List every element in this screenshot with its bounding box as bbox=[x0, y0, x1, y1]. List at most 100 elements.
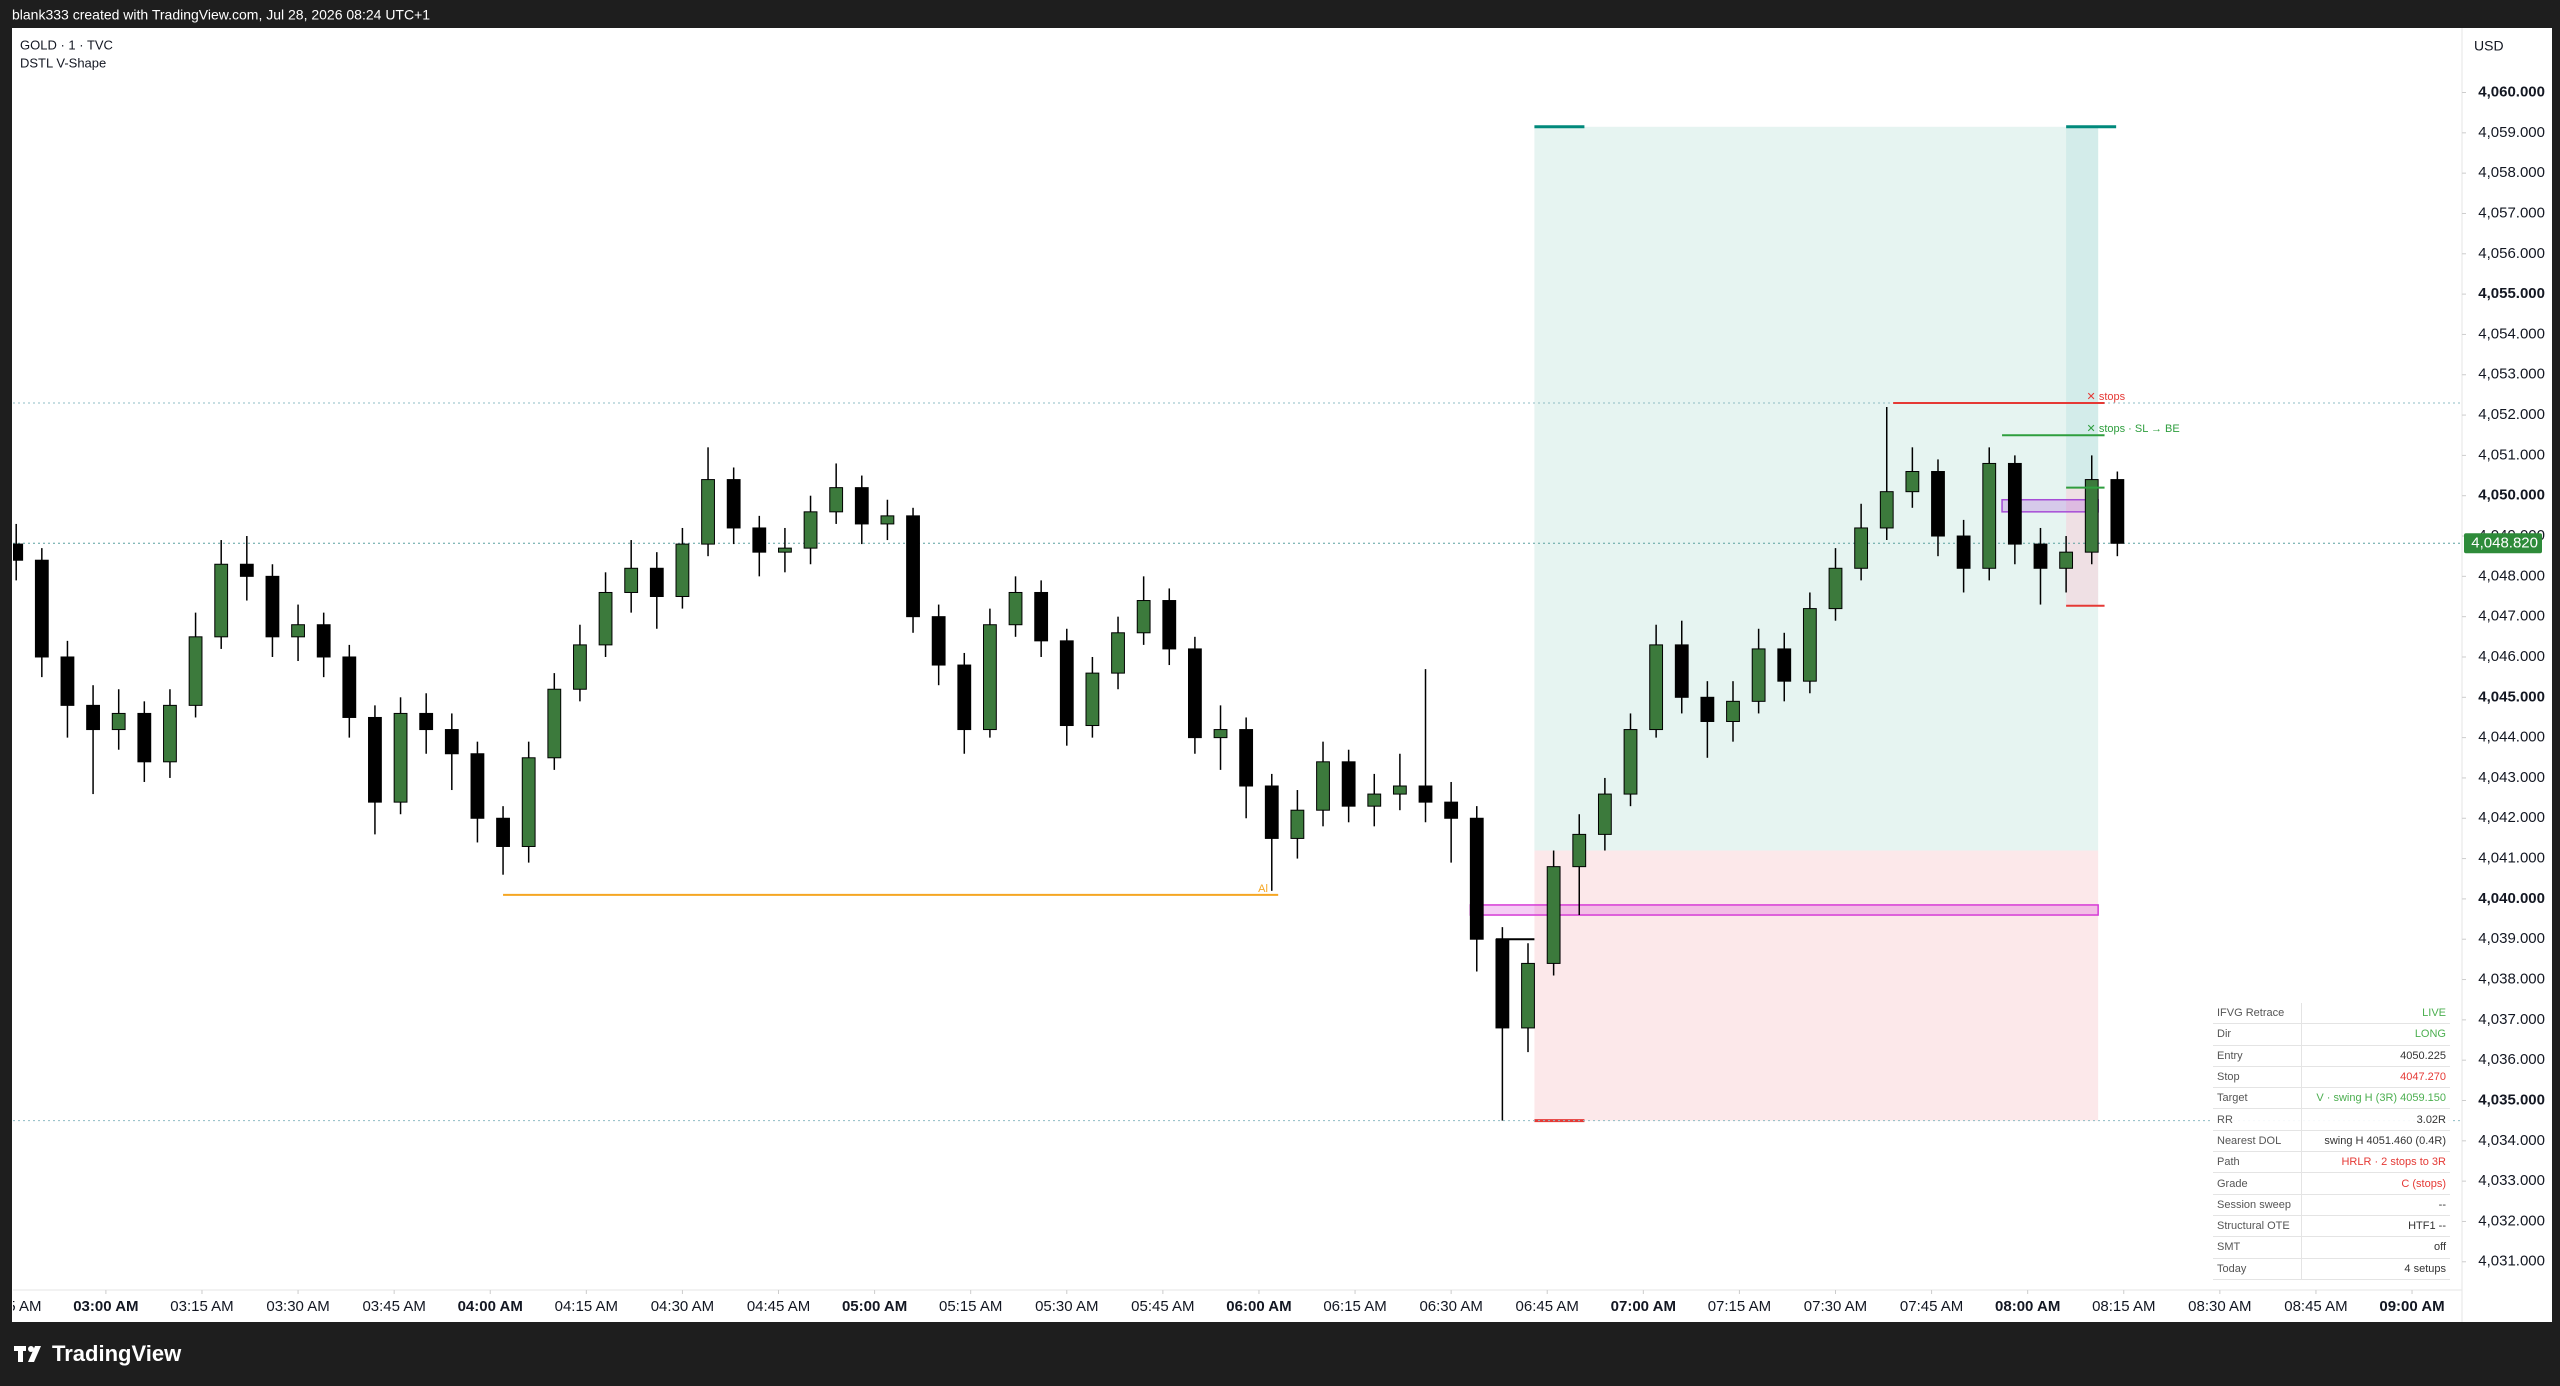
y-tick-label: 4,032.000 bbox=[2478, 1212, 2545, 1229]
candle-body bbox=[1674, 644, 1689, 698]
candle-body bbox=[1905, 471, 1920, 493]
candle-body bbox=[2110, 479, 2125, 544]
x-tick-label: 04:30 AM bbox=[651, 1298, 714, 1315]
table-row: Nearest DOL swing H 4051.460 (0.4R) bbox=[2213, 1130, 2450, 1153]
plot: Al ✕ stops ✕ stops · SL → BE bbox=[13, 125, 2462, 1123]
candle-body bbox=[649, 567, 664, 598]
x-tick-label: 03:15 AM bbox=[170, 1298, 233, 1315]
candle-body bbox=[1649, 644, 1664, 731]
table-row: Path HRLR · 2 stops to 3R bbox=[2213, 1151, 2450, 1174]
candle-body bbox=[470, 753, 485, 819]
table-label: Target bbox=[2213, 1087, 2303, 1110]
table-label: RR bbox=[2213, 1108, 2303, 1131]
segment-label: ✕ stops · SL → BE bbox=[2087, 423, 2180, 435]
x-tick-label: 03:30 AM bbox=[266, 1298, 329, 1315]
candle-body bbox=[1495, 938, 1510, 1029]
candle-body bbox=[1034, 591, 1049, 642]
fvg-zone bbox=[1469, 904, 2099, 916]
table-row: Today 4 setups bbox=[2213, 1258, 2450, 1280]
candle-body bbox=[829, 487, 844, 513]
candle-body bbox=[1341, 761, 1356, 807]
y-tick-label: 4,060.000 bbox=[2478, 83, 2545, 100]
y-tick-label: 4,039.000 bbox=[2478, 930, 2545, 947]
table-value: LIVE bbox=[2301, 1003, 2450, 1025]
table-value: HRLR · 2 stops to 3R bbox=[2301, 1151, 2450, 1174]
price-axis: 4,031.000 4,032.000 4,033.000 4,034.000 4,03… bbox=[2462, 83, 2545, 1270]
candle-body bbox=[496, 817, 510, 847]
x-tick-label: 07:45 AM bbox=[1900, 1298, 1963, 1315]
x-tick-label: 04:00 AM bbox=[458, 1298, 523, 1315]
legend-indicator: DSTL V-Shape bbox=[20, 55, 106, 70]
y-tick-label: 4,055.000 bbox=[2478, 285, 2545, 302]
header-text: blank333 created with TradingView.com, J… bbox=[12, 7, 430, 23]
y-tick-label: 4,051.000 bbox=[2478, 446, 2545, 463]
footer-brand: TradingView bbox=[52, 1341, 182, 1366]
candle-body bbox=[1597, 793, 1612, 835]
candle-body bbox=[188, 636, 203, 706]
candle-body bbox=[163, 704, 177, 763]
candle-body bbox=[1213, 729, 1228, 739]
candle-body bbox=[444, 729, 459, 755]
x-tick-label: 08:15 AM bbox=[2092, 1298, 2155, 1315]
y-tick-label: 4,036.000 bbox=[2478, 1051, 2545, 1068]
candle-body bbox=[880, 515, 895, 525]
candle-body bbox=[1956, 535, 1971, 569]
table-row: Structural OTE HTF1 -- bbox=[2213, 1215, 2450, 1238]
x-tick-label: 07:15 AM bbox=[1708, 1298, 1771, 1315]
candle-body bbox=[1623, 729, 1638, 795]
candle-body bbox=[854, 487, 869, 525]
table-value: 4 setups bbox=[2301, 1258, 2450, 1280]
table-row: Entry 4050.225 bbox=[2213, 1045, 2450, 1067]
x-tick-label: 03:45 AM bbox=[362, 1298, 425, 1315]
table-value: swing H 4051.460 (0.4R) bbox=[2301, 1130, 2450, 1153]
candle-body bbox=[983, 624, 997, 731]
x-tick-label: 07:30 AM bbox=[1804, 1298, 1867, 1315]
y-tick-label: 4,057.000 bbox=[2478, 204, 2545, 221]
x-tick-label: 08:00 AM bbox=[1995, 1298, 2060, 1315]
candle-body bbox=[1008, 591, 1023, 626]
y-tick-label: 4,043.000 bbox=[2478, 769, 2545, 786]
table-value: LONG bbox=[2301, 1023, 2450, 1046]
x-tick-label: 05:30 AM bbox=[1035, 1298, 1098, 1315]
table-value: off bbox=[2301, 1236, 2450, 1259]
candle-body bbox=[34, 559, 49, 658]
candle-body bbox=[701, 479, 715, 545]
x-tick-label: 04:45 AM bbox=[747, 1298, 810, 1315]
table-value: C (stops) bbox=[2301, 1172, 2450, 1195]
candle-body bbox=[906, 515, 920, 618]
table-label: Grade bbox=[2213, 1172, 2303, 1195]
x-tick-label: 02:45 AM bbox=[0, 1298, 41, 1315]
candle-body bbox=[1572, 833, 1587, 868]
candle-body bbox=[1700, 696, 1715, 722]
table-value: 3.02R bbox=[2301, 1108, 2450, 1131]
segment-label: ✕ stops bbox=[2087, 391, 2126, 403]
candle-body bbox=[803, 511, 818, 549]
y-tick-label: 4,033.000 bbox=[2478, 1172, 2545, 1189]
table-value: HTF1 -- bbox=[2301, 1215, 2450, 1238]
candle-body bbox=[111, 712, 126, 731]
candle-body bbox=[1085, 672, 1100, 727]
table-row: Dir LONG bbox=[2213, 1023, 2450, 1046]
table-label: SMT bbox=[2213, 1236, 2303, 1259]
y-tick-label: 4,041.000 bbox=[2478, 850, 2545, 867]
x-tick-label: 09:00 AM bbox=[2379, 1298, 2444, 1315]
candle-body bbox=[13, 543, 24, 561]
currency: USD bbox=[2474, 38, 2504, 54]
x-tick-label: 05:15 AM bbox=[939, 1298, 1002, 1315]
candle-body bbox=[547, 688, 562, 759]
table-row: Session sweep -- bbox=[2213, 1194, 2450, 1216]
candle-body bbox=[2084, 479, 2099, 553]
candle-body bbox=[239, 563, 254, 577]
x-tick-label: 06:30 AM bbox=[1419, 1298, 1482, 1315]
y-tick-label: 4,038.000 bbox=[2478, 971, 2545, 988]
x-tick-label: 06:00 AM bbox=[1226, 1298, 1291, 1315]
x-tick-label: 08:45 AM bbox=[2284, 1298, 2347, 1315]
y-tick-label: 4,053.000 bbox=[2478, 366, 2545, 383]
candle-body bbox=[137, 712, 152, 763]
candle-body bbox=[316, 624, 331, 658]
candle-body bbox=[1751, 648, 1766, 702]
y-tick-label: 4,034.000 bbox=[2478, 1132, 2545, 1149]
candle-body bbox=[1111, 632, 1125, 674]
y-tick-label: 4,037.000 bbox=[2478, 1011, 2545, 1028]
